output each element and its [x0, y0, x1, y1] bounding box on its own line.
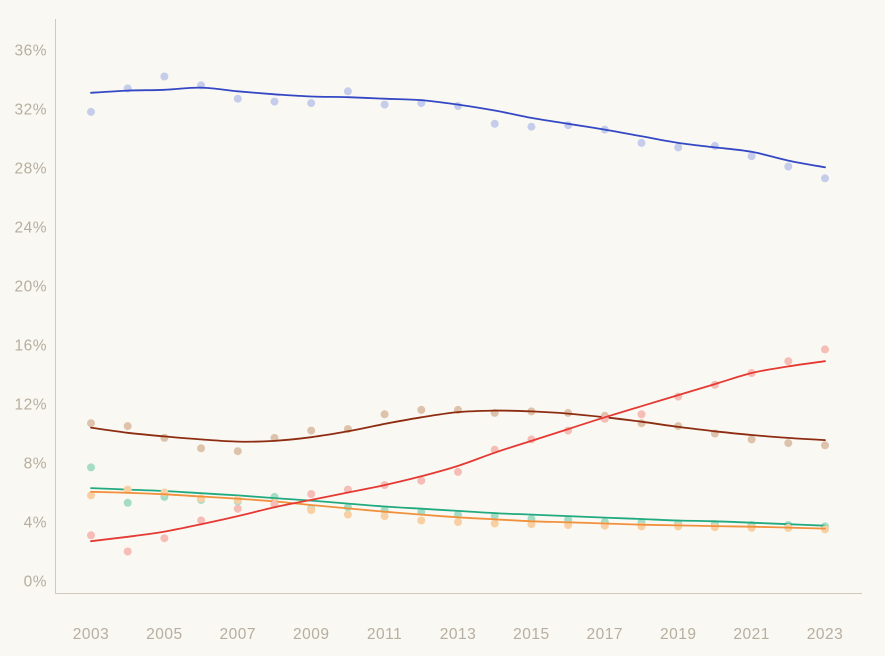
- blue-series-point: [380, 100, 389, 109]
- red-series-point: [160, 534, 169, 543]
- orange-series: [87, 485, 829, 534]
- orange-series-point: [747, 523, 756, 532]
- y-tick-label: 36%: [14, 43, 47, 60]
- x-tick-label: 2019: [660, 626, 696, 643]
- orange-series-point: [233, 495, 242, 504]
- red-series-point: [197, 516, 206, 525]
- blue-series-point: [233, 94, 242, 103]
- y-axis-tick-labels: 0% 4% 8% 12% 16% 20% 24% 28% 32% 36%: [14, 43, 47, 591]
- blue-series-point: [821, 174, 829, 183]
- blue-series-point: [454, 102, 462, 110]
- blue-series-point: [87, 107, 95, 116]
- orange-series-point: [710, 523, 719, 532]
- x-tick-label: 2021: [733, 626, 769, 643]
- orange-series-point: [454, 518, 462, 526]
- dark-red-series-point: [123, 422, 132, 431]
- orange-series-point: [123, 485, 132, 494]
- x-tick-label: 2017: [587, 626, 623, 643]
- orange-series-point: [343, 510, 352, 519]
- blue-series-point: [307, 99, 316, 108]
- y-tick-label: 8%: [24, 456, 47, 473]
- blue-series-point: [527, 122, 536, 131]
- teal-series-point: [123, 498, 132, 507]
- x-tick-label: 2023: [807, 626, 843, 643]
- red-series-point: [454, 467, 462, 476]
- orange-series-point: [490, 519, 499, 528]
- x-tick-label: 2011: [367, 626, 402, 643]
- blue-series-point: [674, 143, 683, 152]
- axes: [55, 19, 862, 594]
- y-tick-label: 4%: [24, 515, 47, 532]
- x-tick-label: 2009: [293, 626, 329, 643]
- red-series-point: [784, 357, 793, 366]
- blue-series-trend-line: [90, 86, 826, 169]
- red-series-point: [821, 345, 829, 354]
- dark-red-series-point: [821, 441, 829, 450]
- dark-red-series-points: [87, 405, 829, 456]
- red-series-trend-line: [90, 360, 826, 543]
- dark-red-series-point: [87, 419, 95, 428]
- blue-series: [87, 72, 829, 183]
- orange-series-trend-line: [90, 490, 826, 530]
- blue-series-point: [747, 152, 756, 161]
- teal-series-trend-line: [90, 487, 826, 527]
- orange-series-point: [307, 506, 316, 515]
- dark-red-series-point: [637, 419, 646, 428]
- red-series-point: [637, 410, 646, 419]
- dark-red-series-point: [307, 426, 316, 435]
- y-tick-label: 32%: [14, 102, 47, 119]
- red-series-point: [123, 547, 132, 556]
- dark-red-series-point: [233, 447, 242, 456]
- blue-series-point: [160, 72, 169, 81]
- x-tick-label: 2005: [146, 626, 182, 643]
- y-tick-label: 20%: [14, 279, 47, 296]
- dark-red-series-point: [380, 410, 389, 419]
- orange-series-point: [417, 516, 426, 525]
- orange-series-point: [380, 512, 389, 521]
- dark-red-series-point: [197, 444, 206, 453]
- blue-series-point: [564, 121, 573, 130]
- red-series-point: [417, 476, 426, 485]
- y-tick-label: 16%: [14, 338, 47, 355]
- teal-series-point: [87, 463, 95, 472]
- x-tick-label: 2015: [513, 626, 549, 643]
- dark-red-series: [87, 405, 829, 456]
- red-series-point: [233, 504, 242, 513]
- blue-series-point: [637, 138, 646, 147]
- x-axis-tick-labels: 2003 2005 2007 2009 2011 2013 2015 2017 2019 2021…: [73, 626, 843, 643]
- dark-red-series-point: [160, 433, 169, 442]
- red-series-point: [307, 490, 316, 498]
- blue-series-point: [490, 119, 499, 128]
- y-tick-label: 24%: [14, 220, 47, 237]
- y-tick-label: 12%: [14, 397, 47, 414]
- dark-red-series-point: [417, 405, 426, 414]
- dark-red-series-point: [747, 435, 756, 444]
- blue-series-point: [710, 141, 719, 150]
- blue-series-points: [87, 72, 829, 183]
- y-tick-label: 28%: [14, 161, 47, 178]
- orange-series-point: [87, 491, 95, 500]
- red-series-point: [87, 531, 95, 540]
- dark-red-series-point: [784, 439, 793, 448]
- dark-red-series-trend-line: [90, 409, 826, 443]
- orange-series-point: [674, 522, 683, 531]
- x-tick-label: 2003: [73, 626, 109, 643]
- blue-series-point: [784, 162, 793, 171]
- blue-series-point: [343, 87, 352, 96]
- x-tick-label: 2013: [440, 626, 476, 643]
- orange-series-point: [637, 522, 646, 531]
- y-tick-label: 0%: [24, 574, 47, 591]
- x-tick-label: 2007: [220, 626, 256, 643]
- blue-series-point: [270, 97, 279, 106]
- red-series: [87, 345, 829, 556]
